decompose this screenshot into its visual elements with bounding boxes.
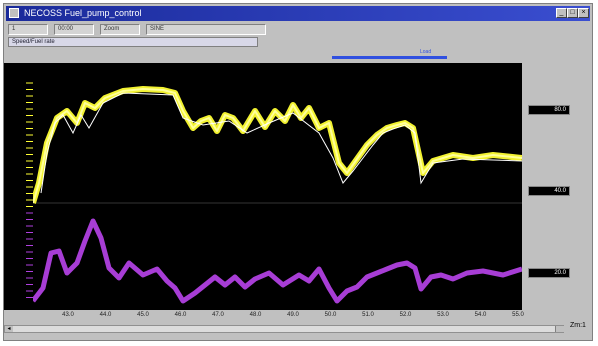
x-tick-label: 52.0 bbox=[399, 312, 412, 318]
progress-bar bbox=[332, 56, 448, 59]
x-tick-label: 51.0 bbox=[362, 312, 374, 318]
x-tick-label: 45.0 bbox=[137, 312, 149, 318]
white-trace bbox=[40, 92, 523, 194]
trace-canvas bbox=[30, 86, 523, 304]
x-tick-label: 54.0 bbox=[474, 312, 487, 318]
x-tick-label: 55.0 bbox=[512, 312, 524, 318]
readout-upper: 80.0 bbox=[528, 105, 570, 115]
title-bar[interactable]: NECOSS Fuel_pump_control _ □ × bbox=[6, 6, 590, 21]
y-axis-ticks bbox=[26, 82, 33, 298]
x-tick-label: 44.0 bbox=[99, 312, 112, 318]
x-tick-label: 48.0 bbox=[249, 312, 262, 318]
zoom-field[interactable]: Zoom bbox=[100, 24, 140, 35]
x-tick-label: 43.0 bbox=[62, 312, 74, 318]
signal-label-bar[interactable]: Speed/Fuel rate bbox=[8, 37, 258, 47]
yellow-trace bbox=[30, 86, 523, 204]
app-icon[interactable] bbox=[9, 8, 19, 18]
readout-lower: 20.0 bbox=[528, 268, 570, 278]
yellow-trace-core bbox=[32, 88, 523, 204]
purple-trace bbox=[31, 218, 523, 304]
toolbar: 1 00:00 Zoom SINE bbox=[8, 24, 568, 36]
x-tick-label: 46.0 bbox=[174, 312, 187, 318]
time-field[interactable]: 00:00 bbox=[54, 24, 94, 35]
readout-middle: 40.0 bbox=[528, 186, 570, 196]
x-tick-label: 50.0 bbox=[324, 312, 337, 318]
scroll-thumb[interactable] bbox=[555, 326, 564, 332]
x-axis: 43.0 44.0 45.0 46.0 47.0 48.0 49.0 50.0 51.0 52.0… bbox=[33, 310, 524, 324]
progress-label: Load bbox=[420, 49, 432, 55]
minimize-button[interactable]: _ bbox=[556, 8, 567, 18]
x-tick-label: 53.0 bbox=[437, 312, 449, 318]
window-title: NECOSS Fuel_pump_control bbox=[24, 8, 142, 18]
zoom-label: Zm:1 bbox=[570, 322, 586, 329]
channel-field[interactable]: 1 bbox=[8, 24, 48, 35]
maximize-button[interactable]: □ bbox=[567, 8, 578, 18]
signal-field[interactable]: SINE bbox=[146, 24, 266, 35]
plot-area[interactable] bbox=[30, 63, 523, 310]
y-axis-strip bbox=[4, 63, 33, 310]
close-button[interactable]: × bbox=[578, 8, 589, 18]
x-tick-label: 49.0 bbox=[287, 312, 299, 318]
x-tick-label: 47.0 bbox=[212, 312, 224, 318]
horizontal-scrollbar[interactable]: ◂ bbox=[4, 325, 564, 333]
scroll-left-icon[interactable]: ◂ bbox=[5, 326, 13, 332]
